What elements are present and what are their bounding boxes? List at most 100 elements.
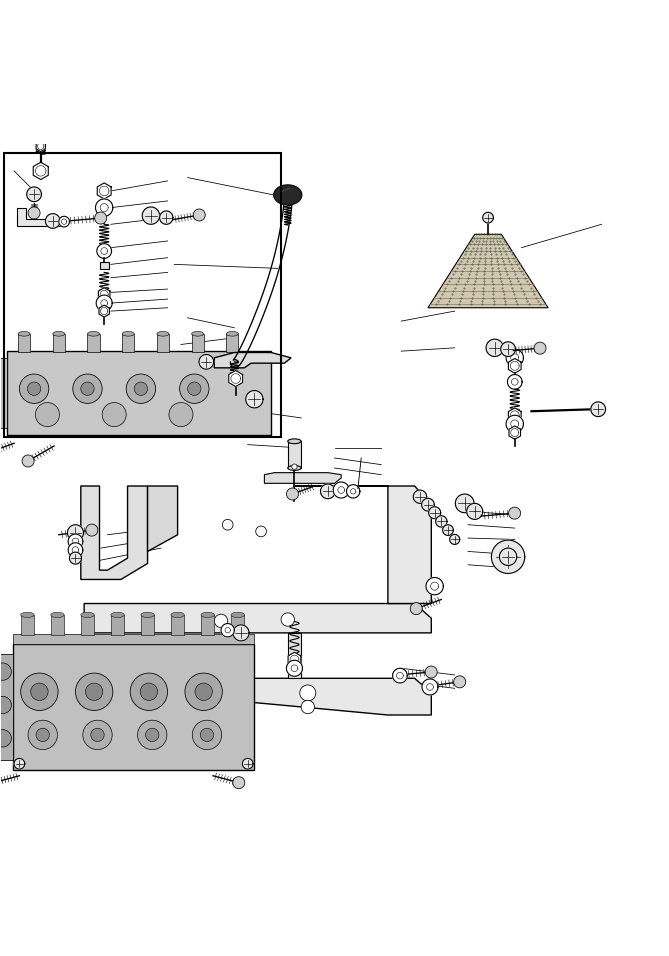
Circle shape (410, 602, 422, 615)
Polygon shape (413, 490, 427, 504)
Circle shape (281, 613, 294, 626)
Polygon shape (68, 534, 83, 549)
Bar (122, 334, 134, 353)
Circle shape (286, 488, 298, 500)
Circle shape (300, 684, 316, 701)
Bar (81, 615, 94, 635)
Circle shape (130, 673, 168, 710)
Circle shape (179, 374, 209, 403)
Bar (18, 334, 30, 353)
Polygon shape (68, 525, 84, 541)
Circle shape (138, 720, 167, 750)
Polygon shape (14, 758, 25, 769)
Circle shape (86, 524, 98, 536)
Polygon shape (229, 371, 243, 386)
Bar (53, 334, 65, 353)
Circle shape (35, 402, 60, 426)
Circle shape (425, 666, 437, 678)
Circle shape (233, 776, 245, 789)
Circle shape (193, 209, 205, 221)
Polygon shape (422, 679, 438, 695)
Polygon shape (33, 163, 48, 180)
Bar (201, 615, 214, 635)
Circle shape (102, 402, 126, 426)
Ellipse shape (122, 332, 134, 337)
Bar (7, 351, 271, 435)
Ellipse shape (21, 612, 34, 618)
Circle shape (91, 728, 104, 742)
Circle shape (169, 402, 193, 426)
Circle shape (187, 382, 201, 396)
Circle shape (126, 374, 156, 403)
Polygon shape (591, 402, 605, 417)
Polygon shape (428, 234, 548, 308)
Polygon shape (508, 408, 521, 423)
Ellipse shape (81, 612, 94, 618)
Polygon shape (214, 353, 291, 368)
Polygon shape (246, 391, 263, 408)
Circle shape (73, 374, 102, 403)
Polygon shape (509, 426, 520, 439)
Ellipse shape (288, 466, 301, 470)
Circle shape (0, 729, 11, 747)
Polygon shape (99, 305, 109, 317)
Polygon shape (142, 206, 160, 225)
Circle shape (508, 507, 520, 519)
Circle shape (36, 728, 50, 742)
Polygon shape (199, 355, 213, 369)
Bar (171, 615, 184, 635)
Bar (288, 442, 301, 468)
Circle shape (0, 696, 11, 714)
Polygon shape (96, 199, 113, 216)
Circle shape (83, 720, 112, 750)
Polygon shape (500, 548, 516, 565)
Polygon shape (506, 349, 523, 366)
Ellipse shape (51, 612, 64, 618)
Polygon shape (148, 486, 177, 552)
Circle shape (28, 206, 40, 219)
Polygon shape (97, 183, 111, 199)
Polygon shape (426, 577, 444, 595)
Circle shape (534, 342, 546, 354)
Circle shape (195, 684, 212, 701)
Polygon shape (45, 213, 60, 228)
Polygon shape (160, 211, 173, 225)
Bar (13, 643, 254, 771)
Circle shape (146, 728, 159, 742)
Circle shape (19, 374, 49, 403)
Polygon shape (507, 375, 522, 389)
Circle shape (95, 212, 107, 224)
Circle shape (301, 701, 314, 714)
Polygon shape (492, 540, 524, 574)
Polygon shape (288, 652, 301, 667)
Bar (0, 654, 13, 760)
Polygon shape (333, 482, 349, 498)
Circle shape (22, 455, 34, 467)
Polygon shape (443, 525, 454, 535)
Polygon shape (456, 494, 474, 512)
Bar (191, 334, 203, 353)
Circle shape (134, 382, 148, 396)
Bar (288, 633, 301, 679)
Circle shape (81, 382, 94, 396)
Bar (0, 358, 7, 428)
Circle shape (292, 464, 297, 469)
Ellipse shape (191, 332, 203, 337)
Polygon shape (450, 534, 460, 544)
Polygon shape (436, 515, 447, 527)
Circle shape (185, 673, 222, 710)
Bar (21, 615, 34, 635)
Bar (100, 262, 109, 269)
Ellipse shape (157, 332, 169, 337)
Bar (4, 153, 281, 437)
Polygon shape (393, 668, 407, 683)
Polygon shape (429, 507, 441, 519)
Polygon shape (486, 339, 503, 357)
Polygon shape (17, 207, 61, 226)
Polygon shape (241, 679, 432, 715)
Circle shape (27, 382, 41, 396)
Polygon shape (59, 216, 70, 227)
Bar (231, 615, 244, 635)
Bar (157, 334, 169, 353)
Bar (226, 334, 238, 353)
